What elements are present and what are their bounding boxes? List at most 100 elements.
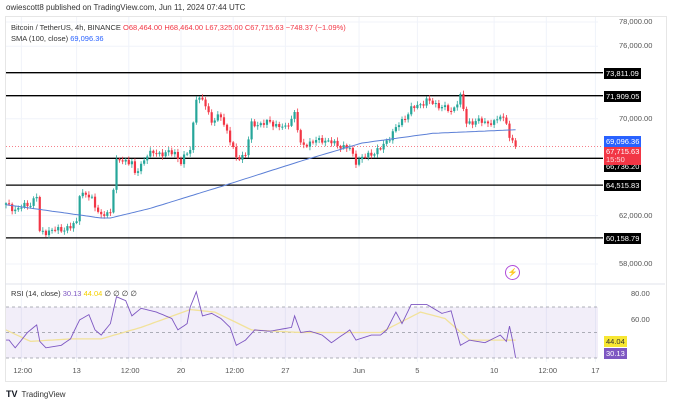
change-value: −748.37 (−1.09%): [285, 23, 346, 32]
candle-body: [195, 99, 198, 123]
candle-body: [238, 157, 241, 160]
low-value: L67,325.00: [205, 23, 243, 32]
time-axis-label: 5: [415, 366, 420, 375]
candle-body: [330, 140, 333, 144]
candle-body: [394, 127, 397, 132]
candle-body: [293, 112, 296, 119]
candle-body: [198, 97, 201, 100]
candle-body: [410, 106, 413, 115]
time-axis-label: 27: [281, 366, 290, 375]
price-axis-label: 62,000.00: [619, 210, 653, 220]
level-price-tag: 73,811.09: [604, 67, 641, 79]
rsi-legend: RSI (14, close) 30.13 44.04 ∅ ∅ ∅ ∅: [11, 289, 137, 298]
level-price-tag: 66,736.20: [604, 161, 642, 172]
price-axis-label: 58,000.00: [619, 259, 653, 268]
close-value: C67,715.63: [244, 23, 284, 32]
candle-body: [136, 171, 140, 173]
candle-body: [139, 163, 143, 172]
candle-body: [26, 202, 29, 207]
candle-body: [446, 105, 450, 111]
candle-body: [397, 125, 401, 128]
candle-body: [342, 145, 345, 149]
level-price-tag: 60,158.79: [604, 232, 642, 244]
rsi-tag: 30.13: [604, 348, 627, 359]
candle-body: [87, 194, 90, 198]
candle-body: [296, 112, 299, 131]
candle-body: [265, 119, 269, 125]
candle-body: [63, 230, 66, 232]
candle-body: [161, 152, 164, 157]
candle-body: [14, 209, 17, 212]
candle-body: [133, 161, 137, 173]
candle-body: [474, 121, 477, 125]
candle-body: [201, 97, 204, 100]
candle-body: [419, 104, 422, 106]
candle-countdown: 15:50: [606, 155, 625, 164]
candle-body: [60, 227, 63, 232]
candle-body: [11, 204, 14, 212]
candle-body: [351, 147, 355, 154]
candle-body: [345, 145, 348, 149]
rsi-label[interactable]: RSI (14, close): [11, 289, 61, 298]
rsi-ma-tag: 44.04: [604, 336, 627, 347]
candle-body: [385, 140, 388, 144]
candle-body: [29, 205, 32, 207]
candle-body: [118, 158, 121, 161]
candle-body: [204, 99, 207, 107]
candle-body: [511, 137, 514, 141]
rsi-extra: ∅: [130, 289, 137, 298]
price-axis-label: 76,000.00: [619, 41, 653, 51]
time-axis-label: 12:00: [225, 366, 244, 375]
time-axis-label: 10: [489, 366, 499, 375]
symbol-name[interactable]: Bitcoin / TetherUS, 4h, BINANCE: [11, 23, 121, 32]
candle-body: [327, 140, 330, 142]
candle-body: [81, 192, 84, 197]
candle-body: [100, 211, 103, 215]
candle-body: [367, 152, 370, 158]
candle-body: [244, 154, 247, 156]
chart-frame: [5, 16, 667, 382]
candle-body: [250, 121, 253, 140]
tradingview-footer: TV TradingView: [6, 389, 66, 399]
candle-body: [50, 229, 54, 231]
candle-body: [182, 154, 186, 165]
candle-body: [275, 124, 278, 127]
sma-price-tag: 69,096.36: [604, 136, 642, 147]
candle-body: [35, 197, 38, 199]
candle-body: [496, 119, 499, 121]
candle-body: [456, 104, 459, 108]
candle-body: [247, 139, 250, 156]
candle-body: [407, 114, 410, 120]
candle-body: [348, 147, 351, 149]
candle-body: [210, 112, 213, 123]
candle-body: [416, 104, 419, 109]
candle-body: [78, 196, 81, 222]
candle-body: [514, 140, 517, 147]
candle-body: [146, 156, 149, 161]
lightning-icon[interactable]: ⚡: [505, 265, 520, 280]
candle-body: [499, 116, 502, 120]
sma-label[interactable]: SMA (100, close): [11, 34, 69, 43]
candle-body: [462, 94, 465, 109]
candle-body: [7, 203, 11, 205]
candle-body: [121, 160, 124, 162]
candle-body: [47, 230, 51, 236]
rsi-extra: ∅: [121, 289, 129, 298]
candle-body: [376, 148, 379, 155]
candle-body: [216, 114, 219, 121]
candle-body: [505, 117, 508, 124]
candle-body: [127, 159, 130, 165]
candle-body: [167, 150, 170, 153]
rsi-value: 30.13: [62, 289, 82, 298]
candle-body: [400, 118, 404, 126]
price-axis-label: 78,000.00: [619, 17, 653, 26]
candle-body: [54, 229, 57, 231]
candle-body: [109, 212, 112, 214]
candle-body: [158, 152, 161, 155]
level-price-tag: 64,515.83: [604, 180, 642, 192]
candle-body: [311, 141, 315, 143]
candle-body: [480, 118, 483, 123]
candle-body: [318, 137, 321, 141]
